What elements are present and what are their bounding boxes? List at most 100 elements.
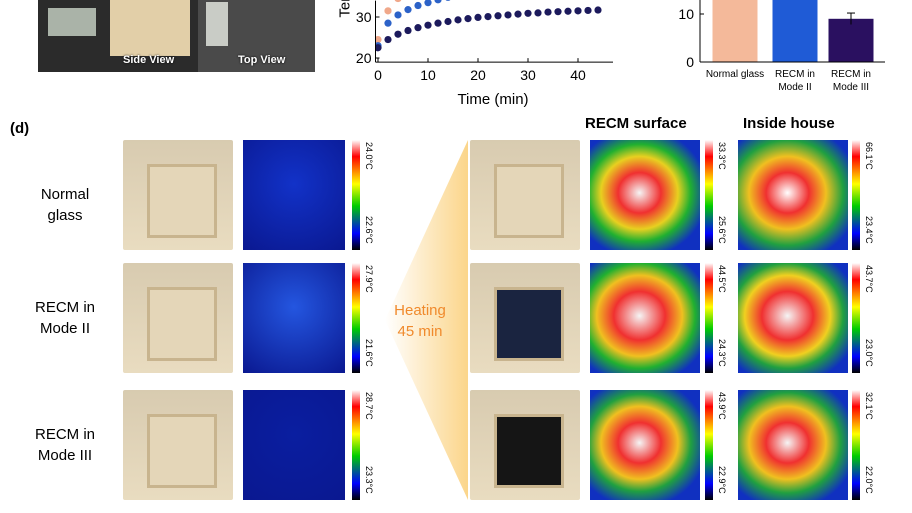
scale-min: 23.0°C: [864, 339, 874, 367]
house-photo: [470, 390, 580, 500]
house-photo: [123, 390, 233, 500]
data-point: [474, 13, 482, 22]
data-point: [574, 7, 582, 15]
top-view-photo: [198, 0, 315, 72]
window: [147, 287, 217, 362]
window: [147, 164, 217, 239]
scale-max: 44.5°C: [717, 265, 727, 293]
data-point: [584, 6, 592, 15]
heating-arrow: [385, 140, 468, 500]
scale-min: 21.6°C: [364, 339, 374, 367]
row-label: Normal glass: [40, 186, 90, 224]
data-point: [394, 30, 402, 38]
scale-max: 66.1°C: [864, 142, 874, 170]
thermal-image: [243, 390, 345, 500]
photo-label: Side View: [123, 54, 175, 66]
y-axis-label: Temperature (°C): [337, 0, 354, 18]
scale-min: 23.3°C: [364, 466, 374, 494]
scale-max: 43.7°C: [864, 265, 874, 293]
scale-min: 24.3°C: [717, 339, 727, 367]
house-model: [110, 0, 190, 56]
x-tick-label: 40: [570, 67, 586, 83]
color-bar: [705, 263, 713, 373]
data-point: [384, 35, 392, 44]
house-photo: [470, 263, 580, 373]
data-point: [445, 0, 451, 1]
bar: [712, 0, 758, 62]
window: [494, 287, 564, 362]
window: [147, 414, 217, 489]
y-tick-label: 10: [678, 6, 694, 22]
heating-label: Heating 45 min: [394, 302, 446, 340]
thermometer: [206, 2, 228, 46]
color-bar: [852, 263, 860, 373]
color-bar: [352, 140, 360, 250]
scale-min: 22.0°C: [864, 466, 874, 494]
data-point: [424, 0, 432, 7]
data-point: [414, 24, 422, 32]
scale-max: 27.9°C: [364, 265, 374, 293]
thermal-image: [243, 140, 345, 250]
color-bar: [352, 263, 360, 373]
data-point: [444, 17, 452, 26]
data-point: [454, 16, 462, 24]
y-tick-label: 30: [356, 9, 372, 25]
photo-label: Top View: [238, 54, 286, 66]
thermal-image: [738, 263, 848, 373]
data-point: [494, 12, 502, 20]
data-point: [554, 8, 562, 16]
data-point: [534, 9, 542, 17]
x-axis-label: Time (min): [457, 91, 528, 108]
scale-max: 43.9°C: [717, 392, 727, 420]
x-tick-label: 30: [520, 67, 536, 83]
data-point: [384, 19, 392, 27]
thermometer: [48, 8, 96, 36]
data-point: [424, 21, 432, 29]
data-point: [544, 8, 552, 16]
column-heading: Inside house: [743, 115, 835, 132]
data-point: [384, 7, 392, 15]
window: [494, 414, 564, 489]
thermal-image: [738, 140, 848, 250]
color-bar: [705, 140, 713, 250]
y-tick-label: 20: [356, 50, 372, 66]
scale-max: 28.7°C: [364, 392, 374, 420]
scale-min: 23.4°C: [864, 216, 874, 244]
thermal-image: [590, 263, 700, 373]
data-point: [404, 26, 412, 35]
scale-min: 22.6°C: [364, 216, 374, 244]
scale-max: 24.0°C: [364, 142, 374, 170]
data-point: [594, 6, 602, 14]
scale-min: 22.9°C: [717, 466, 727, 494]
data-point: [394, 0, 402, 3]
scale-min: 25.6°C: [717, 216, 727, 244]
column-heading: RECM surface: [585, 115, 687, 132]
data-point: [434, 19, 442, 27]
x-tick-label: 20: [470, 67, 486, 83]
data-point: [484, 12, 492, 21]
thermal-image: [590, 390, 700, 500]
x-tick-label: Normal glass: [705, 69, 765, 80]
data-point: [434, 0, 442, 4]
thermal-image: [243, 263, 345, 373]
color-bar: [705, 390, 713, 500]
scale-max: 32.1°C: [864, 392, 874, 420]
data-point: [376, 44, 382, 52]
thermal-image: [738, 390, 848, 500]
panel-tag: (d): [10, 120, 30, 137]
scale-max: 33.3°C: [717, 142, 727, 170]
data-point: [414, 1, 422, 10]
data-point: [394, 11, 402, 19]
bar: [828, 18, 874, 62]
row-label: RECM in Mode II: [34, 299, 95, 337]
data-point: [524, 9, 532, 17]
x-tick-label: 10: [420, 67, 436, 83]
data-point: [514, 10, 522, 18]
x-tick-label: RECM in Mode III: [830, 69, 871, 93]
color-bar: [852, 140, 860, 250]
house-photo: [123, 263, 233, 373]
y-tick-label: 0: [686, 54, 694, 70]
house-photo: [123, 140, 233, 250]
